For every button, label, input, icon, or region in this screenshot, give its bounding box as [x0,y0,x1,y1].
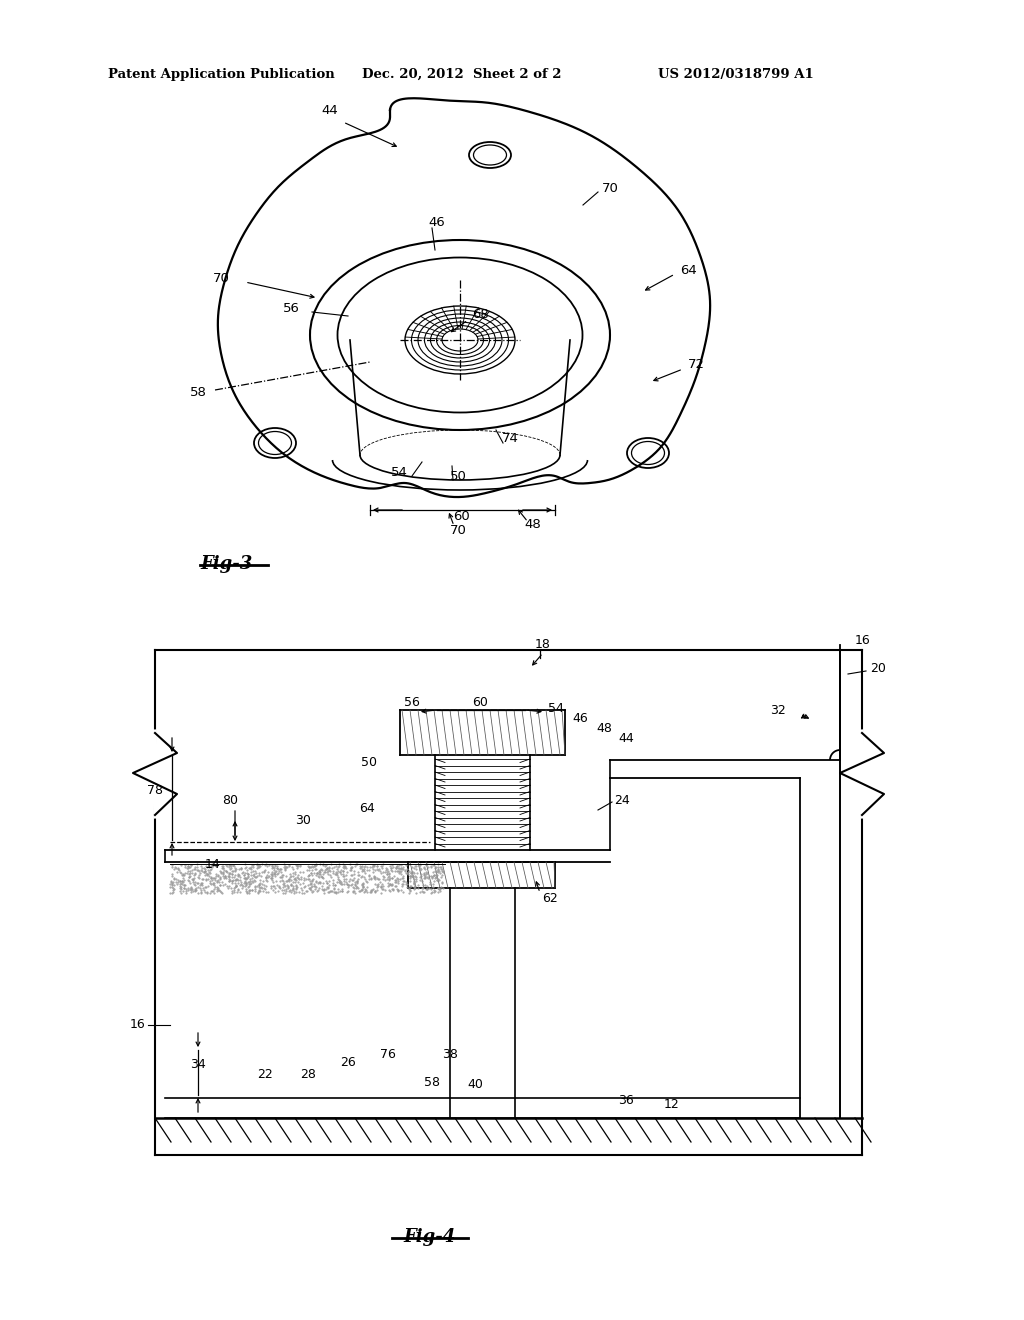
Text: 80: 80 [222,793,238,807]
Text: 26: 26 [340,1056,356,1068]
Text: 14: 14 [205,858,221,871]
Text: 30: 30 [295,813,311,826]
Text: 62: 62 [542,891,558,904]
Text: 50: 50 [450,470,467,483]
Text: 60: 60 [472,697,488,710]
Text: 54: 54 [391,466,408,479]
Text: Fig-3: Fig-3 [200,554,252,573]
Text: 70: 70 [450,524,467,536]
Text: 32: 32 [770,704,786,717]
Text: US 2012/0318799 A1: US 2012/0318799 A1 [658,69,814,81]
Text: 58: 58 [190,385,207,399]
Text: 44: 44 [322,103,338,116]
Text: Dec. 20, 2012  Sheet 2 of 2: Dec. 20, 2012 Sheet 2 of 2 [362,69,561,81]
Text: 34: 34 [190,1059,206,1072]
Text: 50: 50 [361,755,377,768]
Text: 18: 18 [536,639,551,652]
Text: 56: 56 [283,301,300,314]
Text: 76: 76 [380,1048,396,1061]
Text: 22: 22 [257,1068,272,1081]
Text: 16: 16 [855,634,870,647]
Text: 64: 64 [359,801,375,814]
Text: 46: 46 [572,711,588,725]
Text: 16: 16 [129,1019,145,1031]
Text: 56: 56 [404,697,420,710]
Text: Fig-4: Fig-4 [403,1228,456,1246]
Text: 40: 40 [467,1078,483,1092]
Text: 64: 64 [680,264,696,276]
Text: 12: 12 [664,1098,680,1111]
Text: 70: 70 [602,181,618,194]
Text: 20: 20 [870,661,886,675]
Text: 78: 78 [147,784,163,796]
Text: 38: 38 [442,1048,458,1061]
Text: 60: 60 [454,510,470,523]
Text: 72: 72 [688,359,705,371]
Text: Patent Application Publication: Patent Application Publication [108,69,335,81]
Text: 68: 68 [472,309,488,322]
Text: 44: 44 [618,731,634,744]
Text: 58: 58 [424,1076,440,1089]
Text: 24: 24 [614,793,630,807]
Text: 54: 54 [548,701,564,714]
Text: 36: 36 [618,1093,634,1106]
Text: 70: 70 [213,272,230,285]
Text: 28: 28 [300,1068,316,1081]
Text: 48: 48 [596,722,612,734]
Text: 48: 48 [524,519,541,532]
Text: 74: 74 [502,432,519,445]
Text: 46: 46 [428,215,444,228]
